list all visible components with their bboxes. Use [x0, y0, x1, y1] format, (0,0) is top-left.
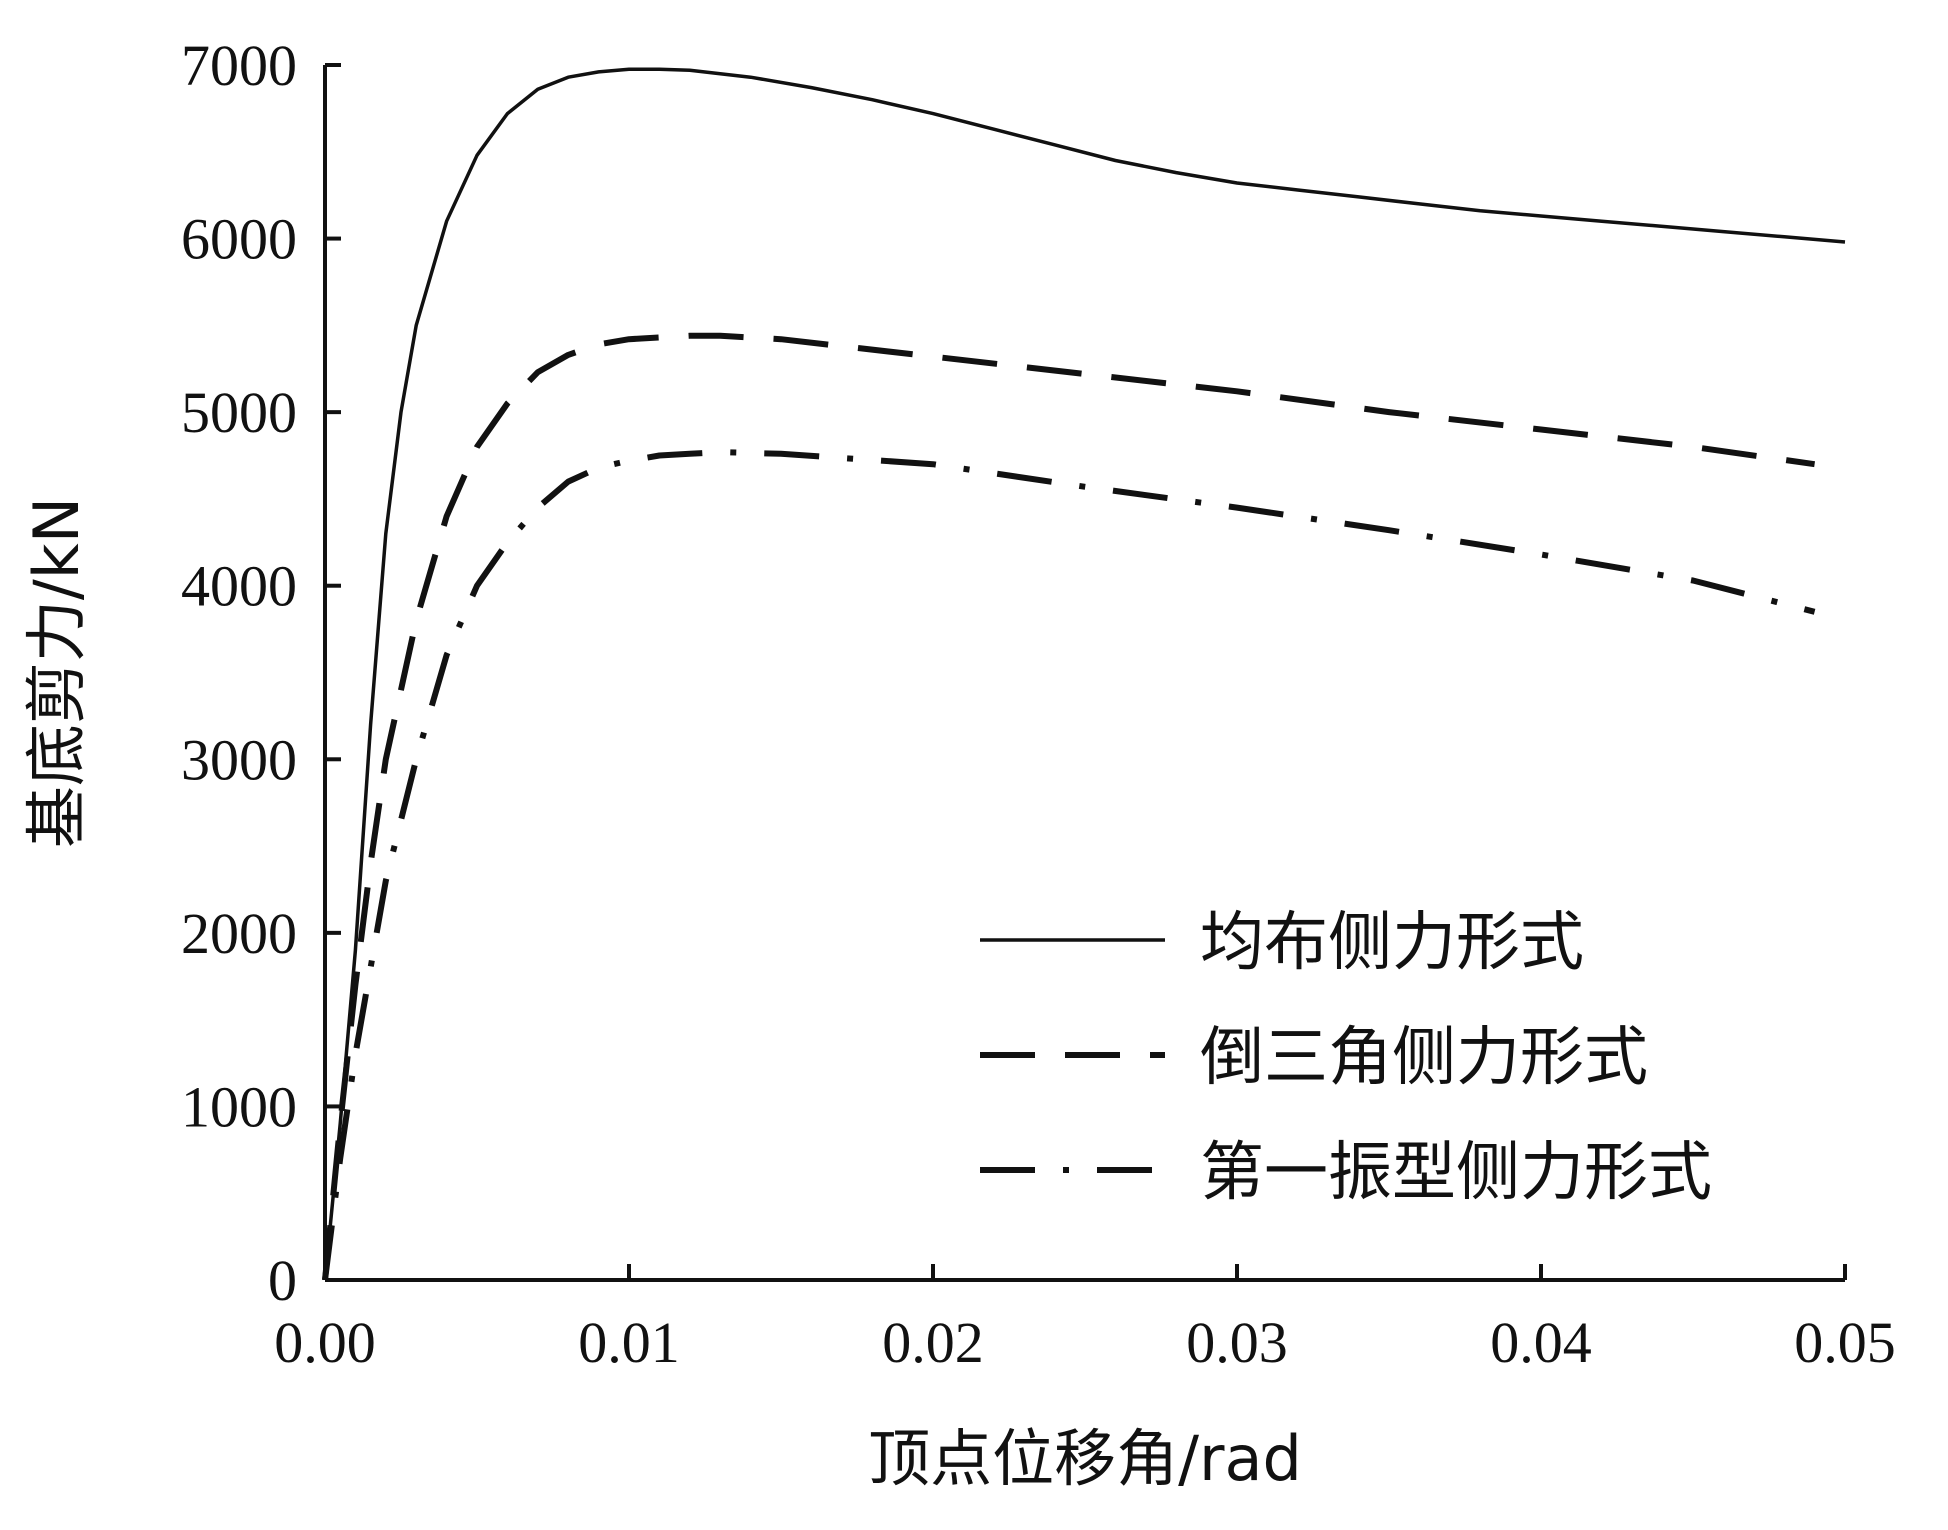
x-tick-label: 0.00 — [274, 1310, 376, 1375]
x-tick-label: 0.01 — [578, 1310, 680, 1375]
y-tick-label: 2000 — [181, 901, 297, 966]
x-tick-label: 0.03 — [1186, 1310, 1288, 1375]
x-axis-title: 顶点位移角/rad — [868, 1422, 1302, 1495]
y-tick-label: 4000 — [181, 554, 297, 619]
legend-label-1: 均布侧力形式 — [1200, 906, 1584, 980]
series-line-2 — [322, 332, 1816, 1281]
legend-label-3: 第一振型侧力形式 — [1200, 1136, 1712, 1210]
series-line-1 — [323, 67, 1846, 1281]
y-tick-label: 1000 — [181, 1074, 297, 1139]
y-tick-label: 7000 — [181, 33, 297, 98]
x-tick-label: 0.02 — [882, 1310, 984, 1375]
series-layer — [322, 67, 1846, 1281]
series-line-3 — [322, 449, 1816, 1281]
y-tick-label: 5000 — [181, 380, 297, 445]
axes: 0 1000 2000 3000 4000 5000 6000 7000 0.00 0.01 0.0… — [181, 33, 1896, 1375]
legend-label-2: 倒三角侧力形式 — [1200, 1021, 1648, 1095]
y-tick-label: 0 — [268, 1248, 297, 1313]
x-tick-label: 0.04 — [1490, 1310, 1592, 1375]
y-tick-label: 3000 — [181, 727, 297, 792]
y-axis-title: 基底剪力/kN — [20, 497, 93, 848]
y-tick-label: 6000 — [181, 207, 297, 272]
x-tick-label: 0.05 — [1794, 1310, 1896, 1375]
